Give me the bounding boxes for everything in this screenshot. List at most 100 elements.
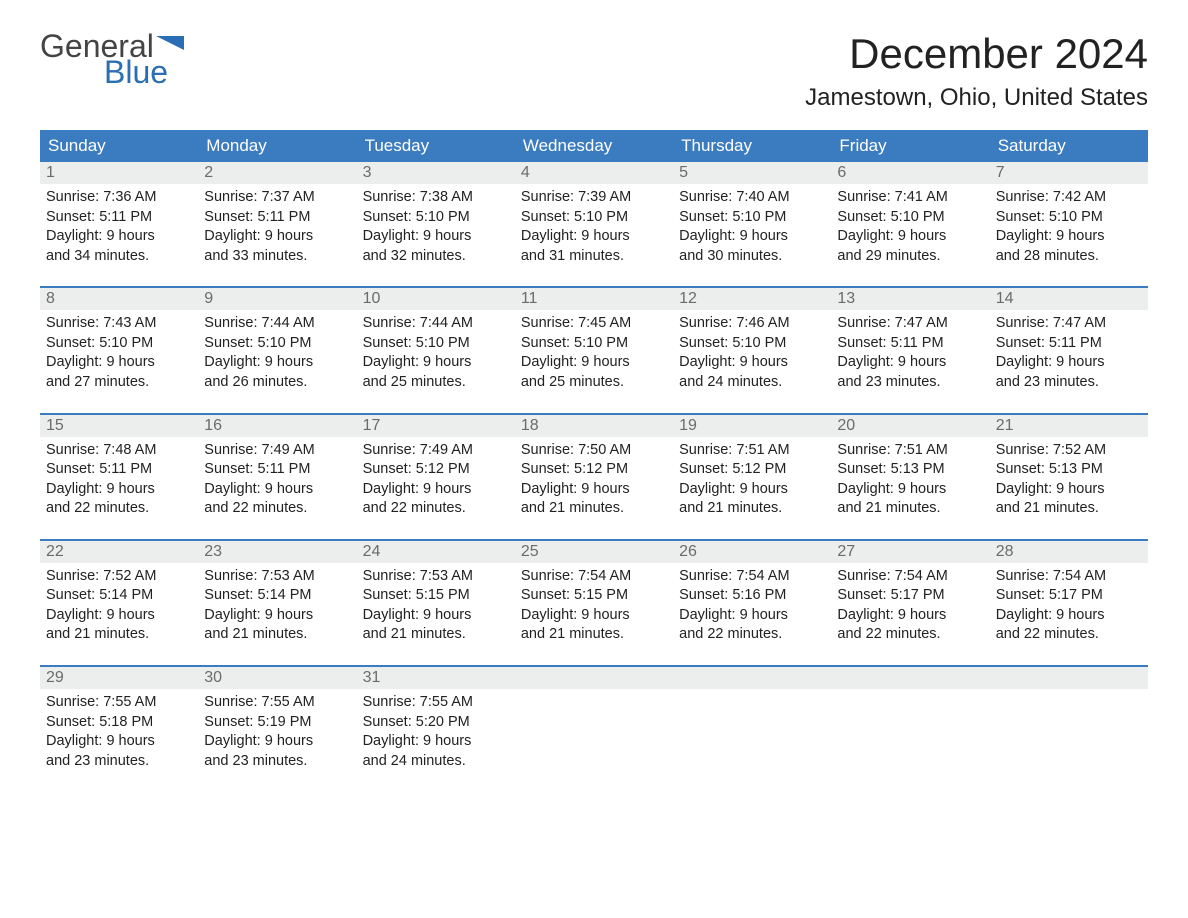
daylight-line1: Daylight: 9 hours xyxy=(837,480,983,500)
daylight-line1: Daylight: 9 hours xyxy=(204,227,350,247)
day-7: 7Sunrise: 7:42 AMSunset: 5:10 PMDaylight… xyxy=(990,162,1148,272)
daylight-line2: and 21 minutes. xyxy=(521,625,667,645)
daylight-line1: Daylight: 9 hours xyxy=(204,353,350,373)
day-5: 5Sunrise: 7:40 AMSunset: 5:10 PMDaylight… xyxy=(673,162,831,272)
day-body: Sunrise: 7:39 AMSunset: 5:10 PMDaylight:… xyxy=(515,184,673,272)
dow-header-row: SundayMondayTuesdayWednesdayThursdayFrid… xyxy=(40,130,1148,162)
day-number: 16 xyxy=(198,415,356,437)
day-2: 2Sunrise: 7:37 AMSunset: 5:11 PMDaylight… xyxy=(198,162,356,272)
daylight-line2: and 29 minutes. xyxy=(837,247,983,267)
daylight-line2: and 22 minutes. xyxy=(679,625,825,645)
dow-tuesday: Tuesday xyxy=(357,130,515,162)
day-body: Sunrise: 7:47 AMSunset: 5:11 PMDaylight:… xyxy=(990,310,1148,398)
dow-thursday: Thursday xyxy=(673,130,831,162)
day-number: 23 xyxy=(198,541,356,563)
daylight-line1: Daylight: 9 hours xyxy=(363,353,509,373)
day-body: Sunrise: 7:51 AMSunset: 5:12 PMDaylight:… xyxy=(673,437,831,525)
sunset: Sunset: 5:10 PM xyxy=(996,208,1142,228)
daylight-line1: Daylight: 9 hours xyxy=(46,732,192,752)
day-number xyxy=(515,667,673,689)
day-number: 22 xyxy=(40,541,198,563)
sunset: Sunset: 5:20 PM xyxy=(363,713,509,733)
daylight-line2: and 23 minutes. xyxy=(46,752,192,772)
sunrise: Sunrise: 7:45 AM xyxy=(521,314,667,334)
day-body: Sunrise: 7:37 AMSunset: 5:11 PMDaylight:… xyxy=(198,184,356,272)
sunrise: Sunrise: 7:51 AM xyxy=(837,441,983,461)
dow-wednesday: Wednesday xyxy=(515,130,673,162)
daylight-line1: Daylight: 9 hours xyxy=(46,480,192,500)
sunset: Sunset: 5:14 PM xyxy=(46,586,192,606)
daylight-line1: Daylight: 9 hours xyxy=(679,227,825,247)
day-number: 8 xyxy=(40,288,198,310)
day-number: 7 xyxy=(990,162,1148,184)
day-body: Sunrise: 7:49 AMSunset: 5:11 PMDaylight:… xyxy=(198,437,356,525)
daylight-line2: and 31 minutes. xyxy=(521,247,667,267)
daylight-line2: and 21 minutes. xyxy=(204,625,350,645)
day-body: Sunrise: 7:40 AMSunset: 5:10 PMDaylight:… xyxy=(673,184,831,272)
daylight-line2: and 21 minutes. xyxy=(679,499,825,519)
sunset: Sunset: 5:15 PM xyxy=(363,586,509,606)
daylight-line2: and 25 minutes. xyxy=(363,373,509,393)
daylight-line2: and 24 minutes. xyxy=(363,752,509,772)
daylight-line1: Daylight: 9 hours xyxy=(837,353,983,373)
day-body: Sunrise: 7:49 AMSunset: 5:12 PMDaylight:… xyxy=(357,437,515,525)
daylight-line1: Daylight: 9 hours xyxy=(521,227,667,247)
daylight-line2: and 32 minutes. xyxy=(363,247,509,267)
day-30: 30Sunrise: 7:55 AMSunset: 5:19 PMDayligh… xyxy=(198,667,356,777)
day-24: 24Sunrise: 7:53 AMSunset: 5:15 PMDayligh… xyxy=(357,541,515,651)
sunset: Sunset: 5:14 PM xyxy=(204,586,350,606)
day-body: Sunrise: 7:54 AMSunset: 5:15 PMDaylight:… xyxy=(515,563,673,651)
week-row: 29Sunrise: 7:55 AMSunset: 5:18 PMDayligh… xyxy=(40,665,1148,777)
sunrise: Sunrise: 7:55 AM xyxy=(204,693,350,713)
daylight-line1: Daylight: 9 hours xyxy=(204,732,350,752)
day-12: 12Sunrise: 7:46 AMSunset: 5:10 PMDayligh… xyxy=(673,288,831,398)
day-9: 9Sunrise: 7:44 AMSunset: 5:10 PMDaylight… xyxy=(198,288,356,398)
daylight-line1: Daylight: 9 hours xyxy=(837,227,983,247)
daylight-line2: and 21 minutes. xyxy=(363,625,509,645)
daylight-line1: Daylight: 9 hours xyxy=(679,606,825,626)
sunrise: Sunrise: 7:48 AM xyxy=(46,441,192,461)
sunrise: Sunrise: 7:53 AM xyxy=(204,567,350,587)
sunset: Sunset: 5:10 PM xyxy=(204,334,350,354)
day-number: 21 xyxy=(990,415,1148,437)
sunset: Sunset: 5:11 PM xyxy=(837,334,983,354)
day-3: 3Sunrise: 7:38 AMSunset: 5:10 PMDaylight… xyxy=(357,162,515,272)
dow-friday: Friday xyxy=(831,130,989,162)
day-body: Sunrise: 7:41 AMSunset: 5:10 PMDaylight:… xyxy=(831,184,989,272)
daylight-line2: and 34 minutes. xyxy=(46,247,192,267)
daylight-line1: Daylight: 9 hours xyxy=(521,606,667,626)
day-empty xyxy=(831,667,989,777)
day-26: 26Sunrise: 7:54 AMSunset: 5:16 PMDayligh… xyxy=(673,541,831,651)
day-20: 20Sunrise: 7:51 AMSunset: 5:13 PMDayligh… xyxy=(831,415,989,525)
day-number xyxy=(673,667,831,689)
day-number: 30 xyxy=(198,667,356,689)
daylight-line1: Daylight: 9 hours xyxy=(363,480,509,500)
logo-text-blue: Blue xyxy=(104,56,184,88)
sunset: Sunset: 5:10 PM xyxy=(521,208,667,228)
sunset: Sunset: 5:18 PM xyxy=(46,713,192,733)
sunrise: Sunrise: 7:54 AM xyxy=(996,567,1142,587)
sunset: Sunset: 5:10 PM xyxy=(679,208,825,228)
title-block: December 2024 Jamestown, Ohio, United St… xyxy=(805,30,1148,126)
sunrise: Sunrise: 7:49 AM xyxy=(363,441,509,461)
sunset: Sunset: 5:11 PM xyxy=(46,460,192,480)
daylight-line1: Daylight: 9 hours xyxy=(363,732,509,752)
day-number: 18 xyxy=(515,415,673,437)
sunset: Sunset: 5:16 PM xyxy=(679,586,825,606)
daylight-line2: and 21 minutes. xyxy=(837,499,983,519)
sunset: Sunset: 5:13 PM xyxy=(996,460,1142,480)
day-number: 3 xyxy=(357,162,515,184)
daylight-line2: and 21 minutes. xyxy=(46,625,192,645)
day-number: 5 xyxy=(673,162,831,184)
sunset: Sunset: 5:10 PM xyxy=(837,208,983,228)
daylight-line1: Daylight: 9 hours xyxy=(204,480,350,500)
sunset: Sunset: 5:12 PM xyxy=(363,460,509,480)
day-body: Sunrise: 7:44 AMSunset: 5:10 PMDaylight:… xyxy=(198,310,356,398)
day-number: 14 xyxy=(990,288,1148,310)
sunrise: Sunrise: 7:39 AM xyxy=(521,188,667,208)
sunset: Sunset: 5:11 PM xyxy=(204,460,350,480)
sunrise: Sunrise: 7:49 AM xyxy=(204,441,350,461)
day-23: 23Sunrise: 7:53 AMSunset: 5:14 PMDayligh… xyxy=(198,541,356,651)
day-27: 27Sunrise: 7:54 AMSunset: 5:17 PMDayligh… xyxy=(831,541,989,651)
sunrise: Sunrise: 7:36 AM xyxy=(46,188,192,208)
